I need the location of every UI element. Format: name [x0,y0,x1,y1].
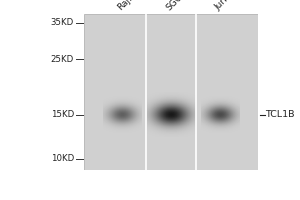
Text: Raji: Raji [116,0,134,12]
Text: 10KD: 10KD [51,154,74,163]
Text: 25KD: 25KD [51,55,74,64]
Text: Jurkat: Jurkat [213,0,238,12]
Text: SGC-7901: SGC-7901 [165,0,203,12]
Text: TCL1B: TCL1B [266,110,295,119]
Text: 15KD: 15KD [51,110,74,119]
Text: 35KD: 35KD [51,18,74,27]
